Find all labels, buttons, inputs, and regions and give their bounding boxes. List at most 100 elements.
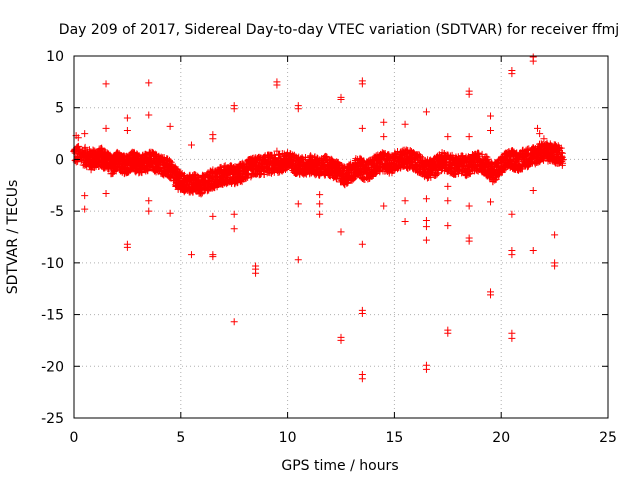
y-tick-label: -25 (41, 411, 64, 427)
outlier-point (487, 126, 495, 134)
band-point (484, 155, 492, 163)
outlier-point (380, 133, 388, 141)
outlier-point (74, 134, 82, 142)
outlier-point (316, 191, 324, 199)
outlier-point (534, 124, 542, 132)
data-points (70, 53, 567, 383)
outlier-point (316, 210, 324, 218)
outlier-point (187, 251, 195, 259)
band-point (260, 171, 268, 179)
outlier-point (536, 130, 544, 138)
x-tick-label: 15 (385, 430, 403, 446)
outlier-point (187, 141, 195, 149)
outlier-point (444, 222, 452, 230)
outlier-point (401, 197, 409, 205)
outlier-point (380, 202, 388, 210)
outlier-point (508, 70, 516, 78)
outlier-point (465, 90, 473, 98)
band-point (233, 179, 241, 187)
axis-ticks: 0 5 10 15 20 25 -25 -20 -15 -10 -5 0 5 10 (41, 49, 617, 446)
band-point (368, 173, 376, 181)
y-tick-label: -20 (41, 359, 64, 375)
outlier-point (102, 80, 110, 88)
outlier-point (358, 80, 366, 88)
outlier-point (252, 269, 260, 277)
outlier-point (230, 318, 238, 326)
y-tick-label: -5 (50, 204, 64, 220)
outlier-point (358, 124, 366, 132)
outlier-point (145, 197, 153, 205)
outlier-point (358, 375, 366, 383)
chart-title: Day 209 of 2017, Sidereal Day-to-day VTE… (59, 22, 619, 38)
outlier-point (273, 147, 281, 155)
band-point (242, 174, 250, 182)
y-tick-label: -10 (41, 256, 64, 272)
outlier-point (540, 135, 548, 143)
outlier-point (422, 236, 430, 244)
outlier-point (465, 202, 473, 210)
outlier-point (337, 228, 345, 236)
outlier-point (422, 365, 430, 373)
outlier-point (230, 105, 238, 113)
outlier-point (487, 112, 495, 120)
x-tick-label: 0 (70, 430, 79, 446)
plot-frame (73, 55, 609, 419)
outlier-point (401, 120, 409, 128)
band-point (302, 153, 310, 161)
outlier-point (209, 253, 217, 261)
outlier-point (508, 334, 516, 342)
outlier-point (422, 216, 430, 224)
outlier-point (444, 182, 452, 190)
outlier-point (87, 161, 95, 169)
outlier-point (166, 122, 174, 130)
band-point (411, 160, 419, 168)
outlier-point (145, 79, 153, 87)
y-axis-label: SDTVAR / TECUs (5, 180, 21, 295)
y-tick-label: 0 (55, 152, 64, 168)
outlier-point (209, 212, 217, 220)
band-point (558, 153, 566, 161)
outlier-point (145, 207, 153, 215)
band-point (478, 150, 486, 158)
outlier-point (465, 237, 473, 245)
outlier-point (508, 210, 516, 218)
band-point (138, 169, 146, 177)
outlier-point (444, 133, 452, 141)
outlier-point (401, 217, 409, 225)
y-tick-label: 10 (46, 49, 64, 65)
outlier-point (337, 336, 345, 344)
outlier-point (487, 198, 495, 206)
y-tick-label: 5 (55, 101, 64, 117)
outlier-point (465, 133, 473, 141)
outlier-point (230, 225, 238, 233)
outlier-point (508, 251, 516, 259)
outlier-point (422, 223, 430, 231)
outlier-point (529, 186, 537, 194)
x-tick-label: 20 (492, 430, 510, 446)
outlier-point (166, 209, 174, 217)
outlier-point (380, 118, 388, 126)
outlier-point (551, 145, 559, 153)
band-point (559, 159, 567, 167)
band-point (557, 144, 565, 152)
outlier-point (444, 329, 452, 337)
x-tick-label: 5 (176, 430, 185, 446)
x-tick-label: 25 (599, 430, 617, 446)
outlier-point (81, 205, 89, 213)
outlier-point (123, 114, 131, 122)
outlier-point (358, 240, 366, 248)
outlier-point (294, 105, 302, 113)
outlier-point (316, 200, 324, 208)
band-point (434, 169, 442, 177)
outlier-point (422, 108, 430, 116)
x-tick-label: 10 (279, 430, 297, 446)
outlier-point (358, 310, 366, 318)
outlier-point (551, 262, 559, 270)
band-point (491, 176, 499, 184)
outlier-point (546, 140, 554, 148)
outlier-point (444, 197, 452, 205)
band-point (427, 173, 435, 181)
outlier-point (209, 135, 217, 143)
